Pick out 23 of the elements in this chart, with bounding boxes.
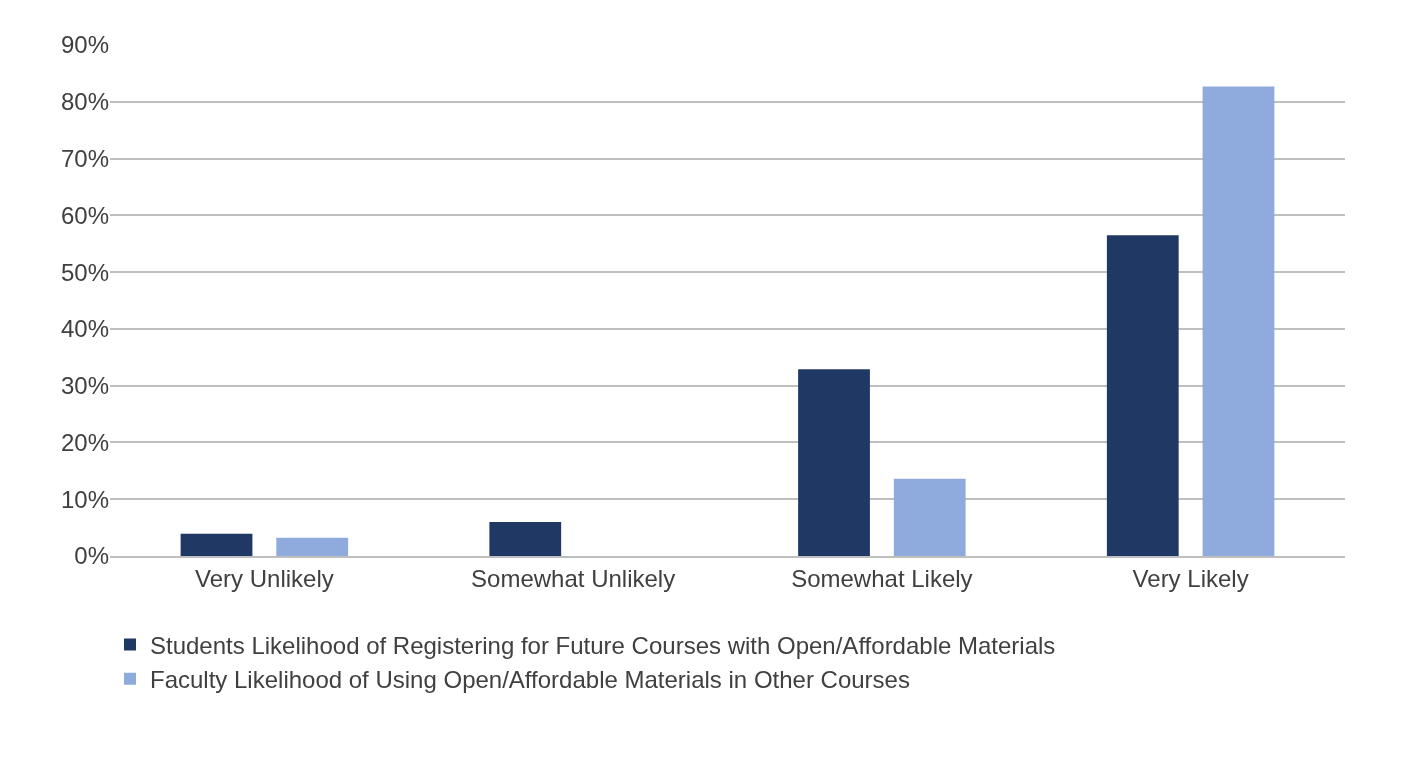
y-tick-label: 50% <box>60 258 109 286</box>
y-tick-label: 40% <box>60 315 109 343</box>
bar <box>798 369 870 556</box>
bar <box>893 478 966 556</box>
y-tick-label: 60% <box>60 201 109 229</box>
bar <box>180 533 253 556</box>
y-tick-label: 90% <box>60 31 109 59</box>
bar <box>489 521 562 556</box>
bar <box>276 537 349 556</box>
bar <box>1202 86 1275 556</box>
x-tick-label: Somewhat Likely <box>791 564 973 592</box>
bar <box>1106 235 1179 556</box>
x-tick-label: Very Unlikely <box>195 564 334 592</box>
x-tick-label: Very Likely <box>1132 564 1249 592</box>
y-tick-label: 10% <box>60 485 109 513</box>
legend-label: Faculty Likelihood of Using Open/Affordable Materials in Other Courses <box>150 666 910 694</box>
x-tick-label: Somewhat Unlikely <box>471 564 676 592</box>
y-tick-label: 30% <box>60 372 109 400</box>
y-tick-label: 20% <box>60 428 109 456</box>
y-tick-label: 70% <box>60 144 109 172</box>
legend-label: Students Likelihood of Registering for Future Courses with Open/Affordable Materials <box>150 631 1056 659</box>
y-tick-label: 80% <box>60 88 109 116</box>
y-tick-label: 0% <box>74 542 109 570</box>
